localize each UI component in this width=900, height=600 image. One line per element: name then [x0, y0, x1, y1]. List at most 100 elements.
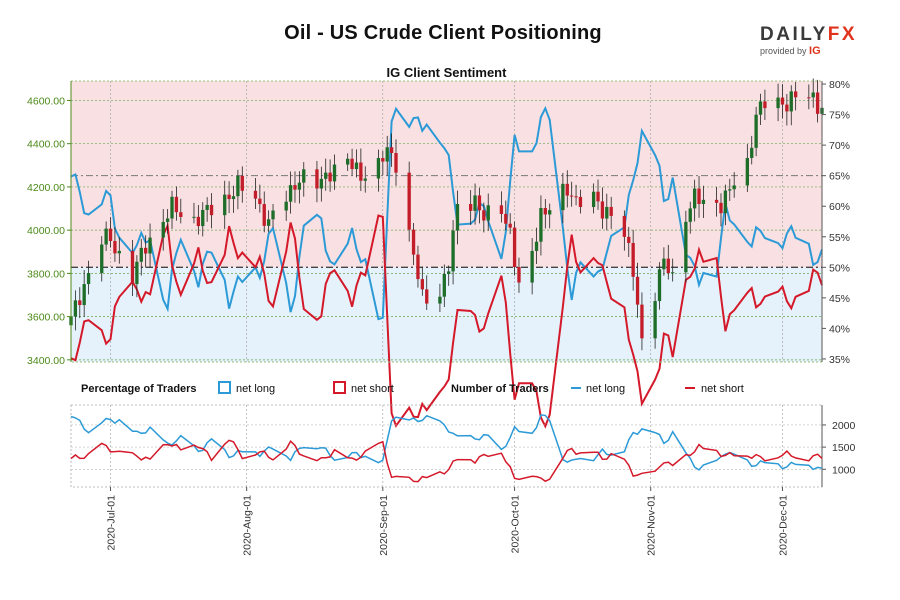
candle-body — [473, 195, 477, 211]
candle-body — [688, 208, 692, 222]
candle-body — [517, 267, 521, 283]
candle-body — [455, 203, 460, 231]
candle-body — [319, 178, 323, 189]
candle-body — [179, 212, 183, 217]
percent-tick-label: 60% — [829, 201, 850, 213]
candle-body — [425, 289, 429, 304]
count-axis: 1000 1500 2000 — [71, 420, 856, 476]
price-tick-label: 3400.00 — [27, 355, 65, 367]
brand-name: DAILYFX — [760, 24, 870, 46]
candle-body — [350, 158, 354, 170]
candle-body — [596, 191, 600, 202]
candle-body — [416, 254, 420, 280]
candle-body — [508, 223, 512, 228]
candle-body — [174, 196, 179, 213]
price-tick-label: 3600.00 — [27, 312, 65, 324]
candle-body — [447, 271, 451, 274]
candle-body — [302, 169, 306, 183]
candle-body — [745, 157, 750, 186]
candle-body — [758, 101, 763, 115]
candle-body — [442, 273, 446, 297]
page-title: Oil - US Crude Client Positioning — [284, 22, 602, 44]
count-tick-label: 1500 — [832, 442, 856, 454]
candle-body — [420, 279, 425, 290]
percent-tick-label: 50% — [829, 262, 850, 274]
candle-body — [622, 215, 627, 237]
legend-percentage-title: Percentage of Traders — [81, 383, 197, 395]
candle-body — [723, 190, 728, 214]
candle-body — [477, 195, 482, 211]
brand-provided-by: provided by — [760, 46, 807, 56]
candle-body — [385, 147, 389, 162]
candle-body — [627, 236, 631, 243]
candle-body — [635, 276, 640, 305]
candle-body — [328, 172, 332, 182]
candle-body — [530, 250, 534, 283]
date-tick-label: 2020-Oct-01 — [510, 495, 522, 554]
candle-body — [236, 175, 240, 197]
net-short-count-line — [70, 439, 823, 483]
net-short-percent-line — [70, 214, 823, 429]
candle-body — [266, 219, 271, 226]
candle-body — [201, 209, 205, 227]
net-long-zone — [71, 267, 822, 362]
candle-body — [262, 204, 266, 226]
candle-body — [776, 97, 780, 109]
candle-body — [657, 269, 662, 302]
candle-body — [697, 188, 701, 204]
price-tick-label: 4000.00 — [27, 225, 65, 237]
dailyfx-logo: DAILYFX provided by IG — [760, 24, 870, 60]
candle-body — [293, 185, 297, 190]
candle-body — [640, 304, 644, 339]
legend-pct-short-label: net short — [351, 383, 394, 395]
legend-pct-short-swatch — [333, 381, 346, 394]
date-tick-label: 2020-Dec-01 — [777, 495, 789, 556]
percent-tick-label: 75% — [829, 110, 850, 122]
candle-body — [394, 153, 398, 173]
candle-body — [192, 216, 196, 218]
candle-body — [653, 301, 657, 339]
candle-body — [104, 228, 108, 245]
candle-body — [165, 218, 170, 222]
candle-body — [376, 158, 381, 179]
candle-body — [719, 202, 723, 214]
candle-body — [543, 208, 547, 215]
candle-body — [78, 300, 82, 306]
candle-body — [288, 185, 293, 202]
candle-body — [750, 147, 754, 158]
candle-body — [227, 194, 231, 200]
candle-body — [359, 162, 363, 181]
candle-body — [324, 172, 328, 179]
candle-body — [692, 188, 697, 209]
candle-body — [223, 194, 227, 216]
candle-body — [381, 158, 385, 162]
date-tick-label: 2020-Aug-01 — [242, 495, 254, 556]
candle-body — [684, 221, 688, 273]
net-long-count-line — [70, 414, 823, 471]
candle-body — [82, 284, 86, 306]
legend-num-short-label: net short — [701, 383, 744, 395]
bottom-plot-frame — [70, 404, 823, 488]
candle-body — [258, 198, 262, 205]
candle-body — [815, 92, 820, 114]
candle-body — [811, 92, 815, 98]
candle-body — [574, 196, 578, 198]
candle-body — [284, 201, 288, 211]
candle-body — [504, 213, 508, 224]
brand-name-a: DAILY — [760, 24, 828, 45]
candle-body — [714, 199, 719, 203]
price-tick-label: 4200.00 — [27, 182, 65, 194]
candle-body — [196, 216, 201, 227]
candle-body — [789, 91, 793, 112]
candle-body — [363, 178, 367, 181]
candle-body — [499, 205, 504, 214]
candle-body — [253, 190, 258, 199]
price-tick-label: 4400.00 — [27, 139, 65, 151]
candle-body — [605, 206, 609, 219]
legend-number-title: Number of Traders — [451, 383, 549, 395]
candle-body — [354, 162, 359, 170]
candle-body — [205, 204, 209, 210]
candle-body — [807, 97, 811, 99]
candle-body — [170, 196, 174, 219]
percent-tick-label: 40% — [829, 323, 850, 335]
